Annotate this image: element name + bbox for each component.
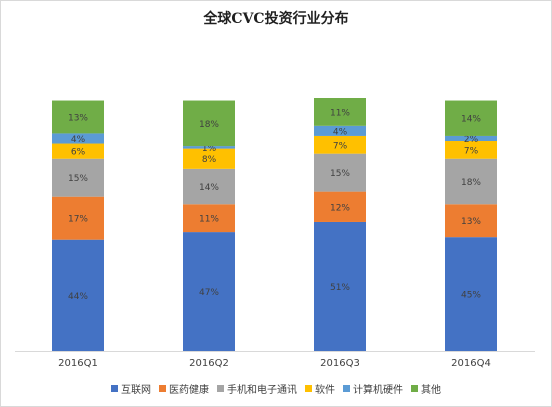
data-label: 13% [68,113,88,123]
data-label: 44% [68,292,88,302]
bar-segment [445,141,497,159]
legend-label: 手机和电子通讯 [227,384,297,396]
legend-swatch [111,384,118,392]
data-label: 18% [199,120,219,130]
bar-segment [445,100,497,136]
bar-segment [52,196,104,240]
bar-segment [183,168,235,205]
legend-swatch [343,384,350,392]
data-label: 14% [199,183,219,193]
data-label: 6% [71,148,86,158]
x-tick-label: 2016Q2 [189,358,229,369]
legend-item: 医药健康 [159,381,209,396]
data-label: 7% [464,146,479,156]
legend-item: 软件 [305,381,335,396]
data-label: 17% [68,215,88,225]
data-label: 1% [202,144,217,154]
bar-segment [52,239,104,351]
data-label: 13% [461,217,481,227]
data-label: 8% [202,155,217,165]
x-tick-label: 2016Q3 [320,358,360,369]
legend-swatch [411,384,418,392]
bar-segment [314,153,366,192]
data-label: 14% [461,115,481,125]
bar-segment [445,158,497,205]
bar-segment [183,232,235,351]
legend-item: 计算机硬件 [343,381,403,396]
data-label: 7% [333,141,348,151]
legend-swatch [159,384,166,392]
bar-segment [183,146,235,149]
legend-label: 医药健康 [169,384,209,396]
data-label: 47% [199,288,219,298]
x-tick-label: 2016Q1 [58,358,98,369]
legend-item: 互联网 [111,381,151,396]
bar-segment [183,100,235,147]
x-tick-label: 2016Q4 [451,358,491,369]
bar-segment [52,133,104,144]
bar-segment [52,158,104,197]
bar-segment [314,125,366,136]
legend-item: 其他 [411,381,441,396]
bar-segment [445,204,497,238]
bar-segment [314,221,366,351]
legend-item: 手机和电子通讯 [217,381,297,396]
bar-segment [52,143,104,159]
legend-swatch [305,384,312,392]
bar-segment [314,98,366,126]
data-label: 15% [330,169,350,179]
bar-segment [183,204,235,233]
data-label: 12% [330,203,350,213]
data-label: 18% [461,178,481,188]
bar-segment [445,237,497,351]
legend-label: 其他 [421,384,441,396]
bar-segment [314,191,366,222]
data-label: 11% [330,108,350,118]
bar-segment [52,100,104,134]
legend-label: 软件 [315,384,335,396]
bar-segment [314,135,366,154]
data-label: 15% [68,174,88,184]
legend-swatch [217,384,224,392]
chart-title: 全球CVC投资行业分布 [203,11,349,27]
data-label: 4% [333,127,348,137]
data-label: 11% [199,215,219,225]
data-label: 2% [464,135,479,145]
data-label: 45% [461,291,481,301]
bar-segment [183,148,235,169]
chart-legend: 互联网 医药健康 手机和电子通讯 软件 计算机硬件 其他 [0,380,552,396]
legend-label: 计算机硬件 [353,384,403,396]
data-label: 51% [330,283,350,293]
legend-label: 互联网 [121,384,151,396]
data-label: 4% [71,135,86,145]
bar-segment [445,135,497,142]
